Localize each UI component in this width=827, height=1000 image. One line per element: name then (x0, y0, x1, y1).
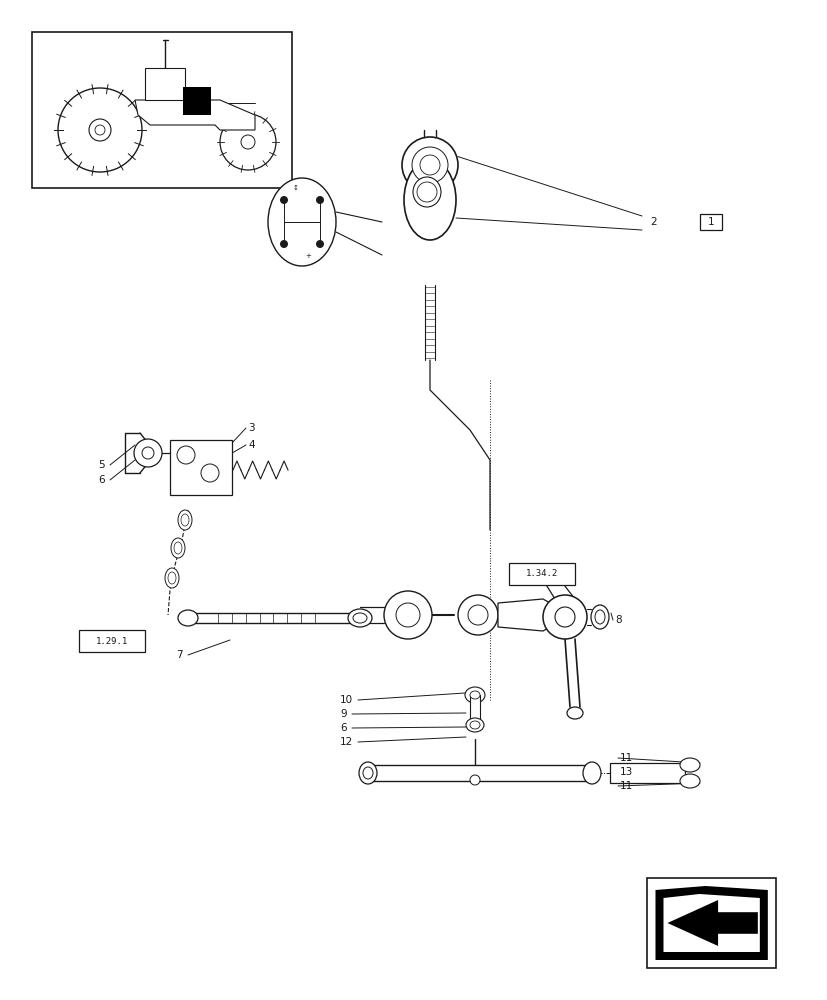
Circle shape (280, 240, 288, 248)
Circle shape (384, 591, 432, 639)
Ellipse shape (466, 718, 484, 732)
Text: 1: 1 (707, 217, 714, 227)
Ellipse shape (595, 610, 605, 624)
Ellipse shape (347, 609, 371, 627)
Circle shape (58, 88, 141, 172)
Bar (423, 130, 436, 160)
Circle shape (457, 595, 497, 635)
Bar (32, 32, 292, 188)
Text: 1.34.2: 1.34.2 (526, 569, 557, 578)
Ellipse shape (181, 514, 189, 526)
Polygon shape (667, 900, 757, 946)
Text: 4: 4 (248, 440, 255, 450)
Bar (509, 563, 575, 585)
Text: 6: 6 (98, 475, 104, 485)
Circle shape (141, 447, 154, 459)
Text: 11: 11 (619, 781, 633, 791)
Ellipse shape (470, 721, 480, 729)
Circle shape (554, 607, 574, 627)
Text: 13: 13 (619, 767, 633, 777)
Bar (699, 214, 721, 230)
Text: 8: 8 (614, 615, 621, 625)
Text: 3: 3 (248, 423, 255, 433)
Ellipse shape (404, 160, 456, 240)
Ellipse shape (268, 178, 336, 266)
Ellipse shape (352, 613, 366, 623)
Text: 11: 11 (619, 753, 633, 763)
Circle shape (402, 137, 457, 193)
Circle shape (316, 240, 323, 248)
Circle shape (543, 595, 586, 639)
Polygon shape (655, 886, 767, 960)
Text: 10: 10 (340, 695, 352, 705)
Ellipse shape (359, 762, 376, 784)
Polygon shape (497, 599, 549, 631)
Ellipse shape (582, 762, 600, 784)
Ellipse shape (168, 572, 176, 584)
Ellipse shape (171, 538, 184, 558)
Text: 7: 7 (176, 650, 183, 660)
Polygon shape (135, 100, 255, 130)
Circle shape (241, 135, 255, 149)
Polygon shape (662, 894, 759, 952)
Circle shape (412, 147, 447, 183)
Ellipse shape (413, 177, 441, 207)
Text: 2: 2 (649, 217, 656, 227)
Ellipse shape (679, 774, 699, 788)
Text: 12: 12 (340, 737, 353, 747)
Text: 5: 5 (98, 460, 104, 470)
Bar (79, 630, 145, 652)
Bar (370, 765, 590, 781)
Ellipse shape (590, 605, 609, 629)
Ellipse shape (470, 691, 480, 699)
Ellipse shape (178, 610, 198, 626)
Text: +: + (304, 253, 311, 259)
Bar (647, 878, 775, 968)
Bar (609, 763, 684, 783)
Text: 6: 6 (340, 723, 347, 733)
Ellipse shape (362, 767, 372, 779)
Text: 1.29.1: 1.29.1 (96, 636, 127, 646)
Bar (470, 695, 480, 725)
Circle shape (177, 446, 195, 464)
Circle shape (88, 119, 111, 141)
Ellipse shape (178, 510, 192, 530)
Circle shape (419, 155, 439, 175)
Polygon shape (145, 68, 184, 100)
Circle shape (395, 603, 419, 627)
Text: 9: 9 (340, 709, 347, 719)
Circle shape (417, 182, 437, 202)
Bar (183, 87, 211, 115)
Circle shape (220, 114, 275, 170)
Circle shape (280, 196, 288, 204)
Ellipse shape (566, 707, 582, 719)
Circle shape (316, 196, 323, 204)
Ellipse shape (174, 542, 182, 554)
Circle shape (95, 125, 105, 135)
Ellipse shape (465, 687, 485, 703)
Ellipse shape (679, 758, 699, 772)
Circle shape (467, 605, 487, 625)
Ellipse shape (165, 568, 179, 588)
Circle shape (134, 439, 162, 467)
Text: ↕: ↕ (293, 185, 299, 191)
Circle shape (201, 464, 218, 482)
Bar (170, 440, 232, 495)
Circle shape (470, 775, 480, 785)
